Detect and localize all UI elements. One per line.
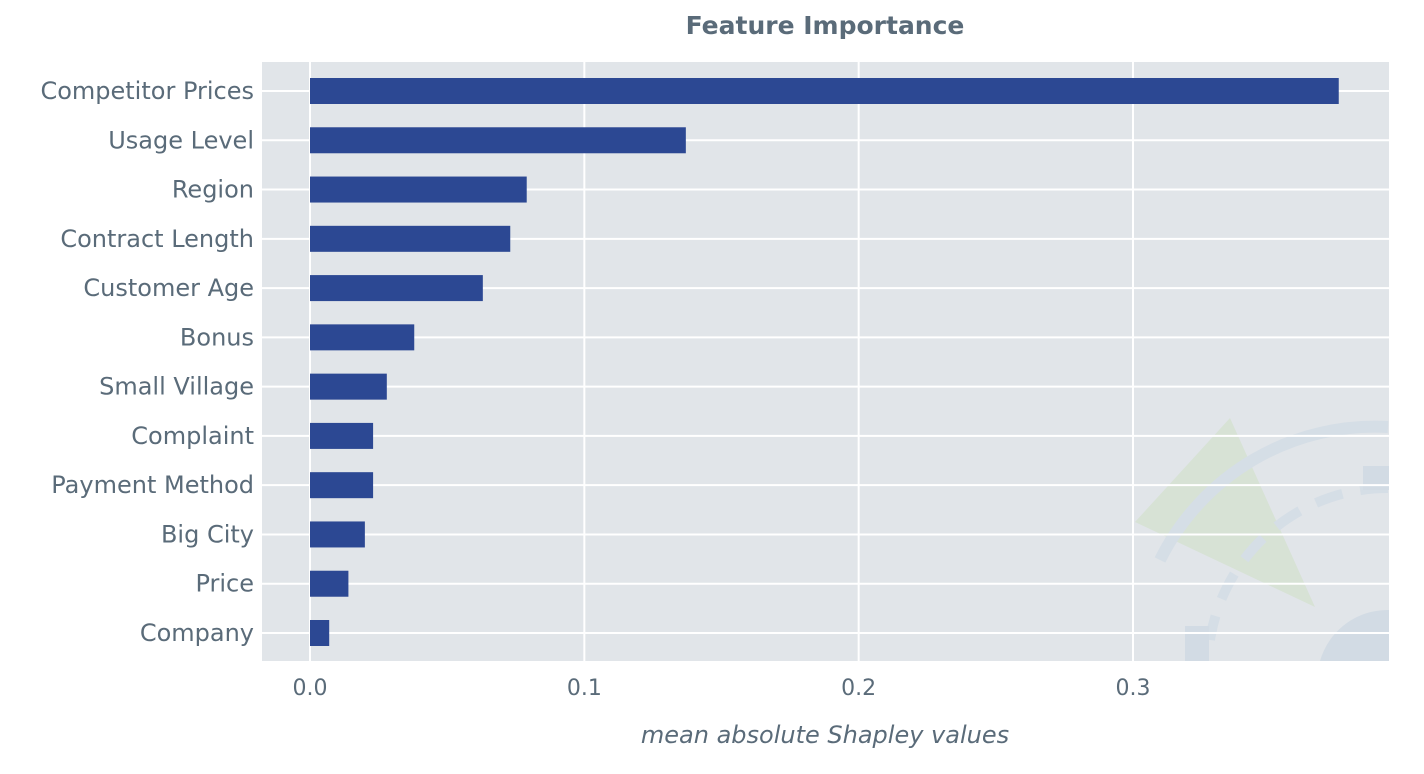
y-tick-label: Big City [161, 520, 254, 548]
chart-title: Feature Importance [686, 11, 965, 40]
bar [310, 78, 1339, 104]
x-axis-label: mean absolute Shapley values [641, 721, 1009, 749]
bar [310, 620, 330, 646]
x-tick-labels: 0.0 0.1 0.2 0.3 [293, 676, 1151, 701]
y-tick-label: Customer Age [83, 274, 254, 302]
y-tick-label: Usage Level [108, 126, 254, 154]
y-tick-label: Region [172, 176, 254, 204]
bar [310, 570, 349, 597]
bar [310, 176, 527, 203]
y-tick-labels: Competitor Prices Usage Level Region Contra… [40, 77, 254, 647]
bar [310, 127, 686, 154]
y-tick-label: Small Village [99, 373, 254, 401]
logo-watermark-icon [1135, 418, 1389, 661]
bar [310, 275, 483, 302]
y-tick-label: Competitor Prices [40, 77, 254, 105]
x-tick-label: 0.1 [567, 676, 602, 701]
x-tick-label: 0.0 [293, 676, 328, 701]
y-tick-label: Price [195, 570, 254, 598]
y-tick-label: Complaint [131, 422, 254, 450]
y-tick-label: Payment Method [51, 471, 254, 499]
bar [310, 521, 365, 548]
y-tick-label: Company [140, 619, 254, 647]
plot-background [262, 62, 1389, 661]
bars [310, 78, 1339, 646]
x-tick-label: 0.2 [841, 676, 876, 701]
bar [310, 472, 374, 499]
y-tick-label: Contract Length [60, 225, 254, 253]
bar [310, 422, 374, 449]
bar [310, 225, 511, 252]
y-tick-label: Bonus [180, 323, 254, 351]
bar [310, 373, 387, 400]
x-tick-label: 0.3 [1116, 676, 1151, 701]
bar [310, 324, 415, 351]
